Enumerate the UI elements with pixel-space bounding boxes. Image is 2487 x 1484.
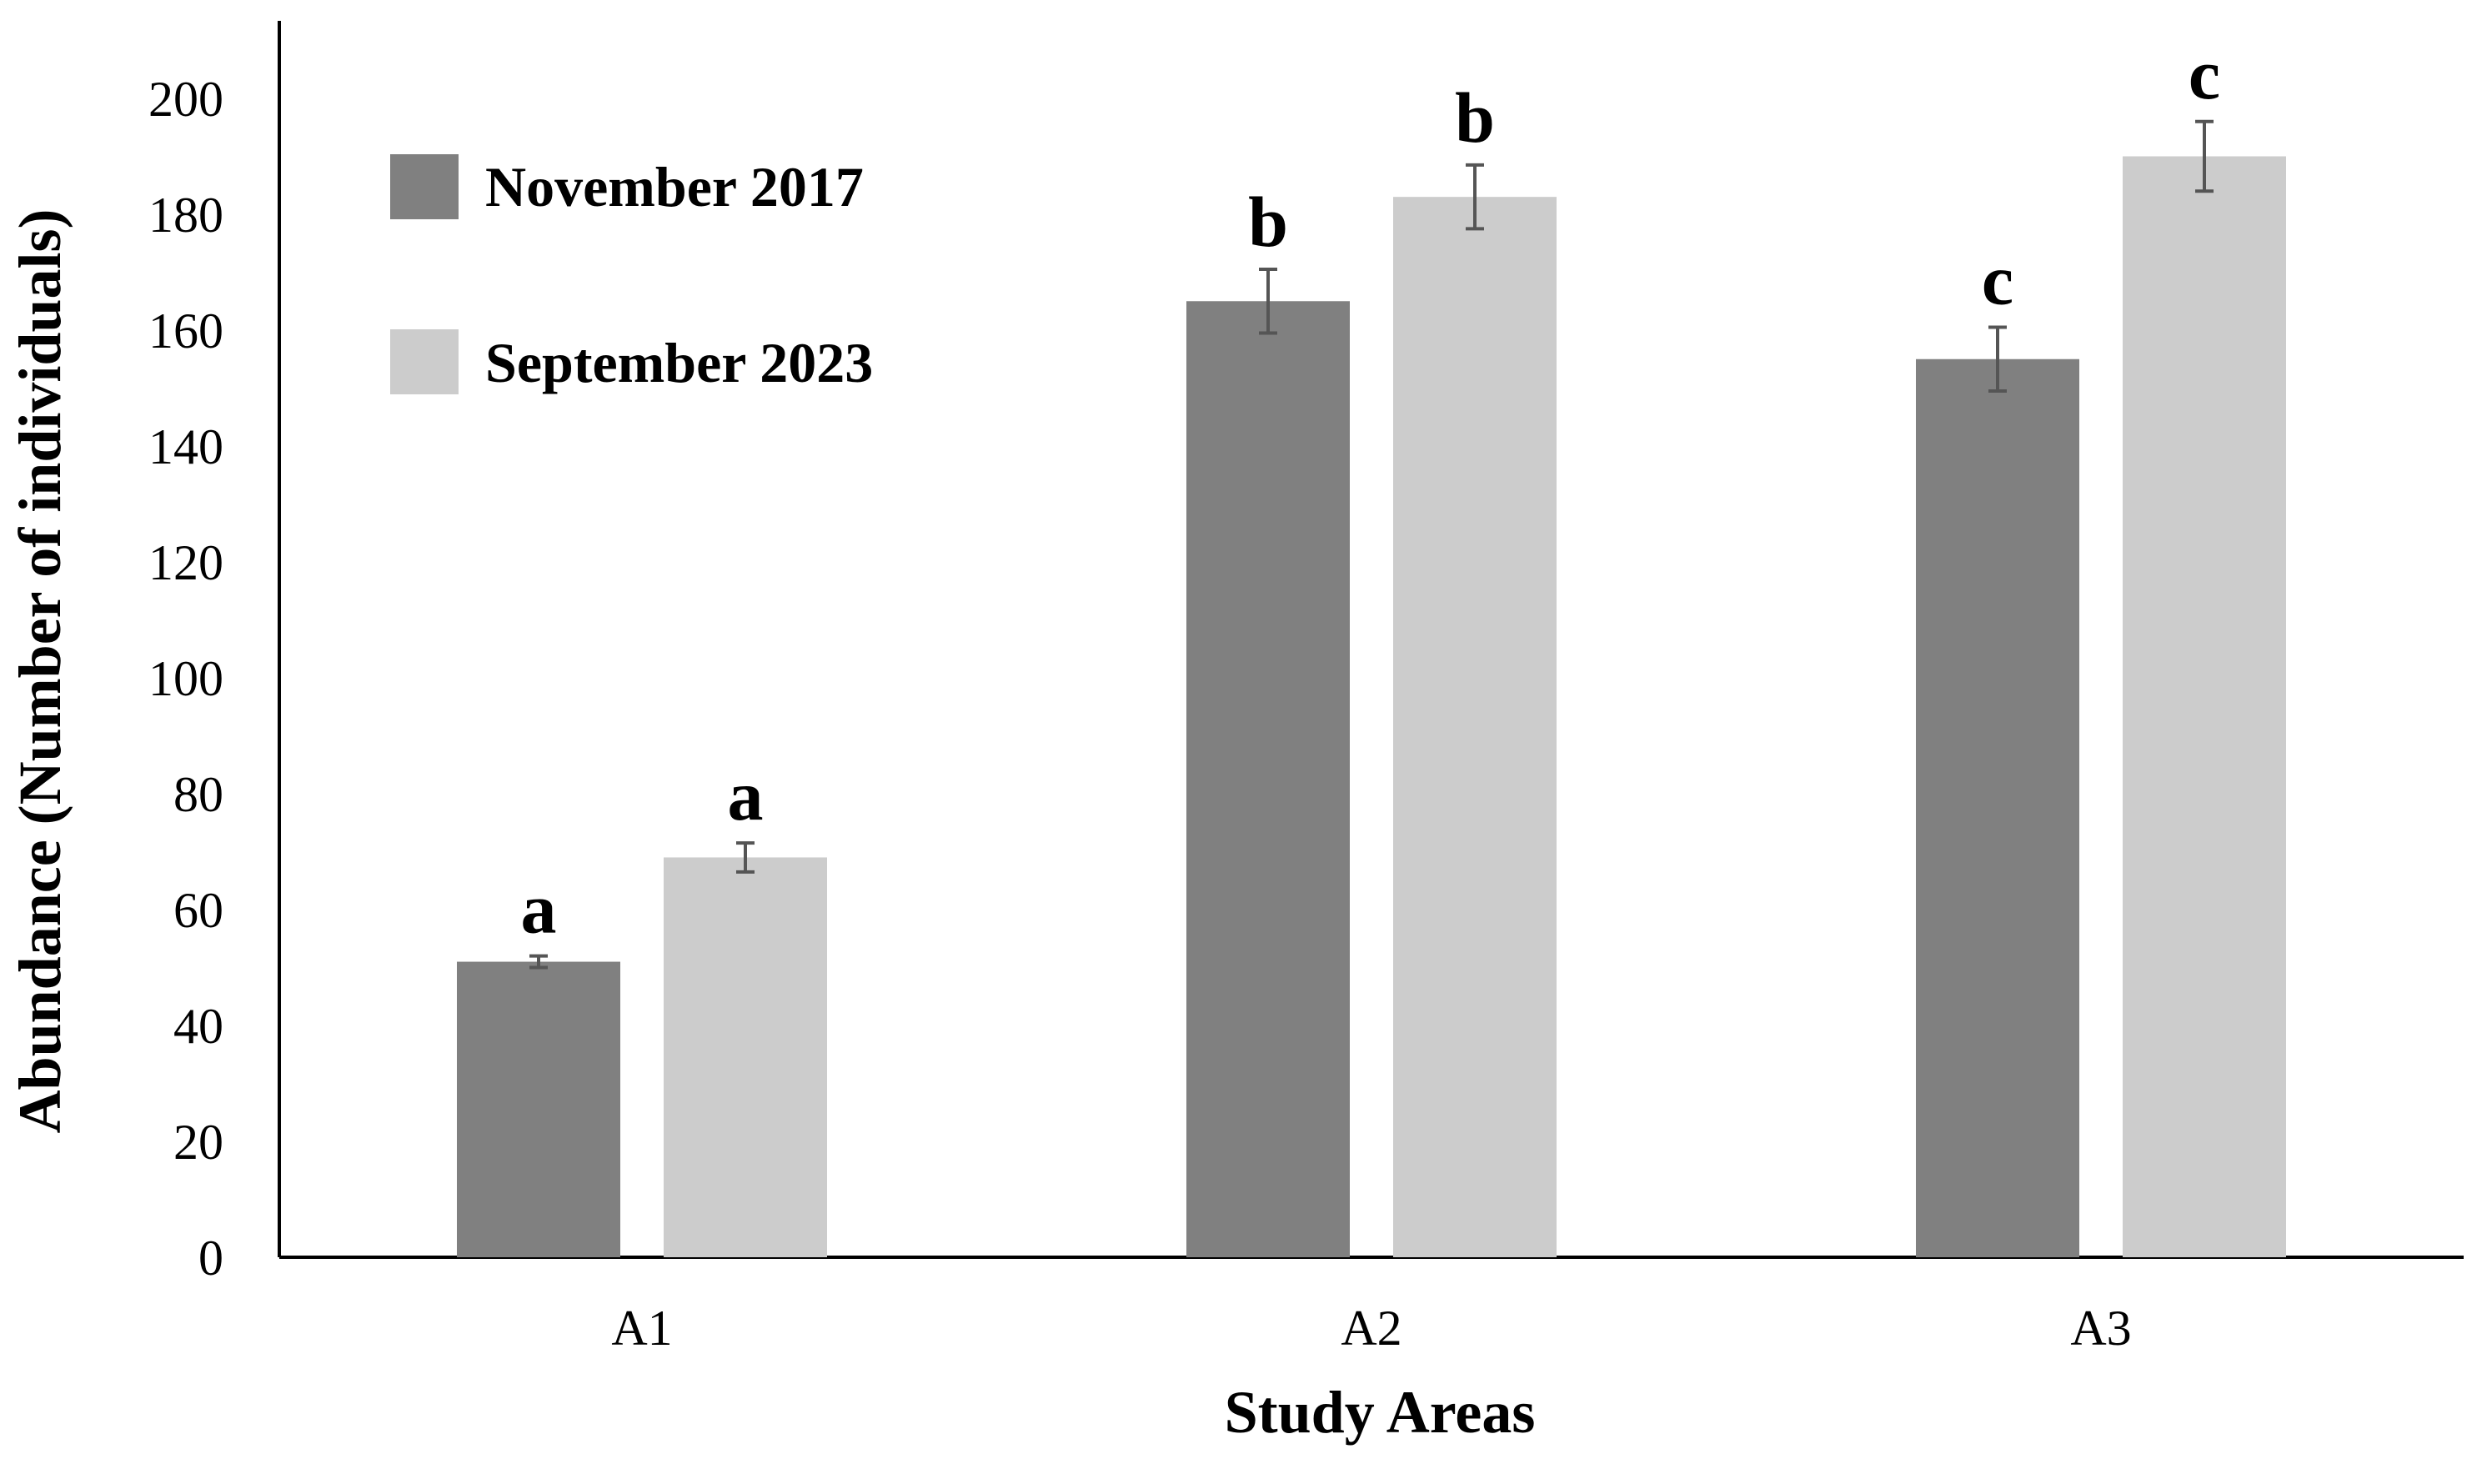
x-axis-title: Study Areas bbox=[1225, 1379, 1536, 1446]
bar bbox=[457, 961, 620, 1257]
bar bbox=[1916, 358, 2079, 1257]
significance-label: a bbox=[521, 869, 557, 949]
bar bbox=[1393, 197, 1557, 1257]
legend-swatch-september-2023 bbox=[390, 329, 459, 394]
axes: 0 20 40 60 80 100 120 140 160 180 200 A1 A2 A3 bbox=[148, 21, 2464, 1356]
significance-label: a bbox=[728, 755, 764, 835]
significance-label: c bbox=[2189, 34, 2220, 114]
labels: a b c a b c bbox=[521, 34, 2221, 949]
x-tick-label: A3 bbox=[2070, 1301, 2131, 1356]
legend-swatch-november-2017 bbox=[390, 154, 459, 219]
significance-label: c bbox=[1982, 240, 2013, 320]
y-tick-label: 120 bbox=[148, 535, 223, 590]
legend: November 2017 September 2023 bbox=[390, 154, 873, 394]
y-tick-label: 140 bbox=[148, 419, 223, 474]
x-tick-label: A2 bbox=[1341, 1301, 1401, 1356]
bars bbox=[457, 119, 2286, 1257]
y-tick-label: 40 bbox=[173, 999, 223, 1054]
legend-label-september-2023: September 2023 bbox=[485, 331, 873, 394]
significance-label: b bbox=[1248, 182, 1288, 262]
bar bbox=[664, 857, 827, 1257]
significance-label: b bbox=[1455, 78, 1495, 158]
y-tick-label: 20 bbox=[173, 1115, 223, 1170]
y-tick-label: 160 bbox=[148, 303, 223, 358]
y-tick-label: 0 bbox=[198, 1231, 223, 1286]
y-tick-label: 200 bbox=[148, 72, 223, 127]
y-tick-label: 80 bbox=[173, 767, 223, 822]
bar bbox=[2123, 156, 2286, 1257]
y-tick-label: 60 bbox=[173, 883, 223, 938]
y-axis-title: Abundance (Number of individuals) bbox=[7, 209, 73, 1134]
legend-label-november-2017: November 2017 bbox=[485, 155, 864, 218]
y-tick-label: 100 bbox=[148, 651, 223, 706]
bar bbox=[1186, 301, 1350, 1257]
y-tick-label: 180 bbox=[148, 188, 223, 243]
x-tick-label: A1 bbox=[611, 1301, 672, 1356]
